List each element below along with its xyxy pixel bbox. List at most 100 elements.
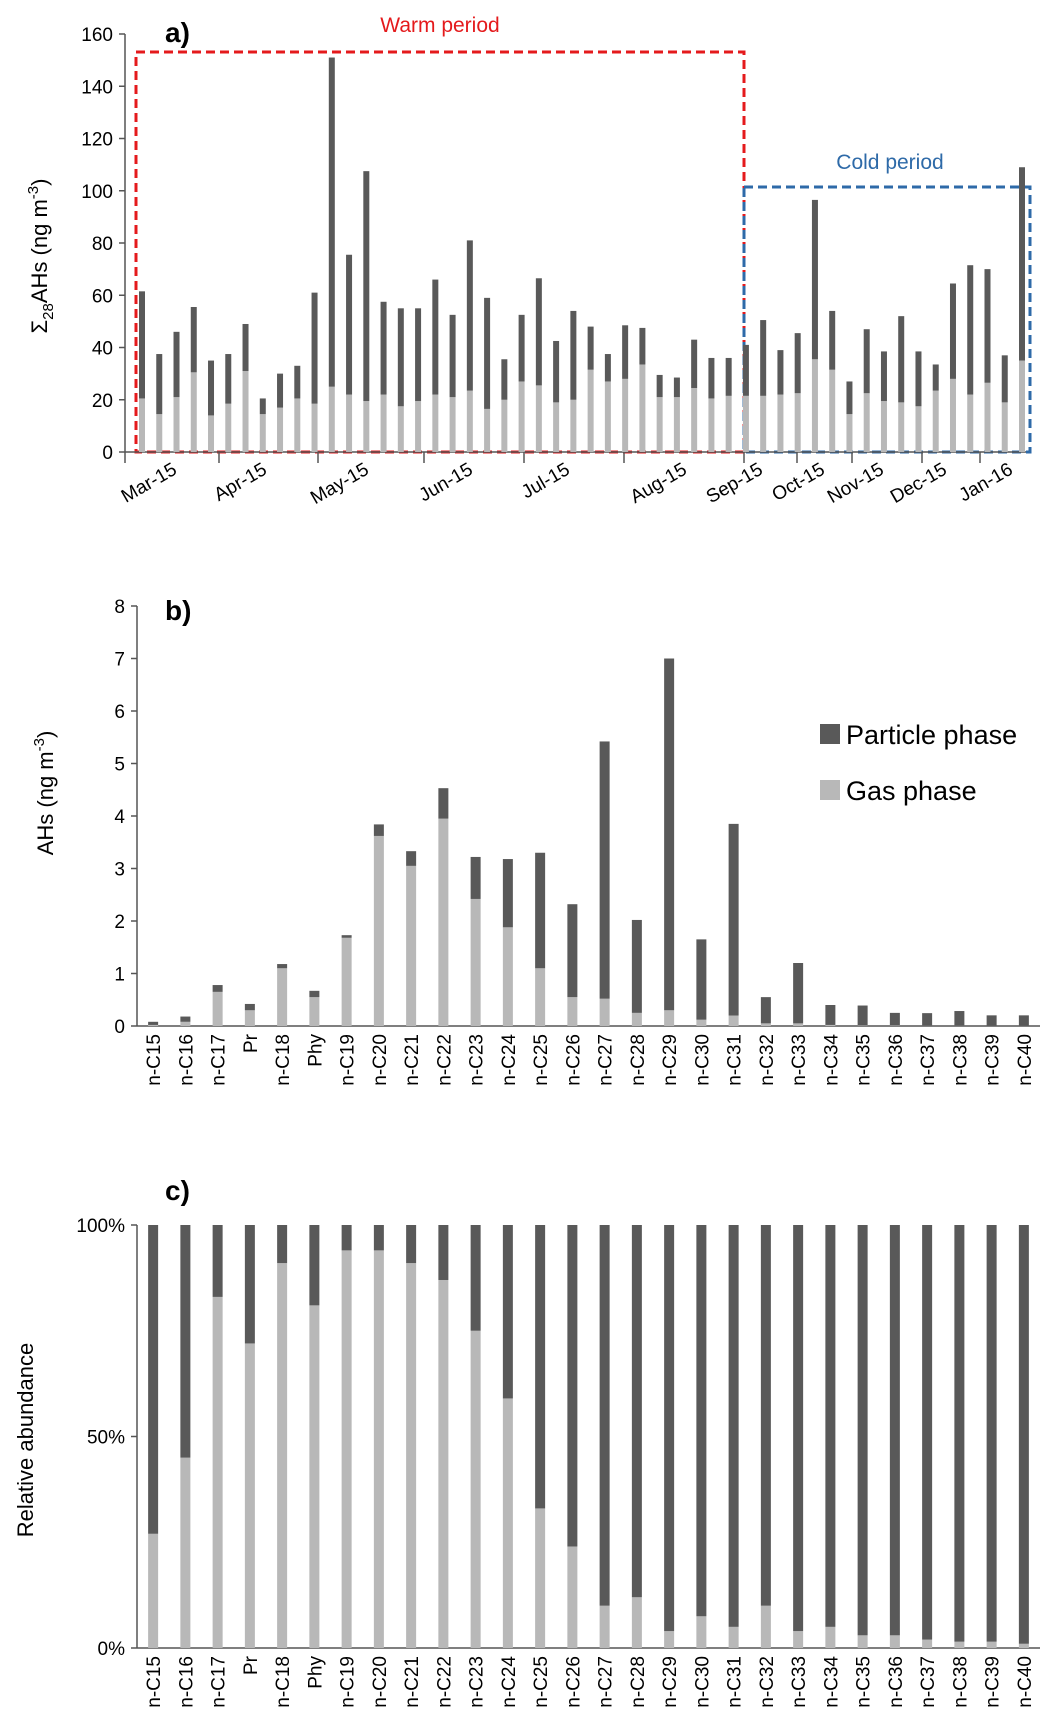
- bar-gas: [173, 397, 180, 452]
- bar-particle: [415, 308, 422, 402]
- panel-b-label: b): [165, 595, 191, 626]
- x-tick-label: n-C40: [1015, 1034, 1036, 1086]
- bar-particle: [1018, 1225, 1029, 1644]
- bar-gas: [1019, 360, 1025, 452]
- bar-particle: [328, 57, 335, 387]
- bar-gas: [190, 372, 197, 452]
- bar-gas: [889, 1635, 900, 1648]
- bar-particle: [631, 1225, 642, 1598]
- bar-gas: [139, 398, 145, 452]
- legend-gas-swatch: [820, 780, 840, 800]
- x-tick-label: n-C31: [725, 1656, 746, 1708]
- x-tick-label: n-C16: [176, 1034, 197, 1086]
- x-tick-label: n-C30: [692, 1656, 713, 1708]
- x-tick-label: n-C16: [176, 1656, 197, 1708]
- bar-gas: [631, 1012, 642, 1026]
- bar-particle: [932, 364, 939, 391]
- bar-gas: [535, 968, 546, 1026]
- bar-gas: [967, 394, 974, 452]
- x-tick-label: n-C36: [886, 1034, 907, 1086]
- bar-gas: [208, 415, 215, 452]
- bar-gas: [656, 397, 663, 452]
- x-tick-label: n-C23: [467, 1034, 488, 1086]
- bar-gas: [502, 1398, 513, 1648]
- bar-gas: [932, 390, 939, 452]
- x-tick-label: n-C15: [144, 1656, 165, 1708]
- bar-gas: [148, 1533, 159, 1648]
- x-tick-label: n-C39: [983, 1034, 1004, 1086]
- x-tick-label: n-C15: [144, 1034, 165, 1086]
- bar-particle: [518, 314, 525, 382]
- x-tick-label: n-C29: [660, 1656, 681, 1708]
- bar-gas: [880, 401, 887, 452]
- bar-gas: [406, 865, 417, 1026]
- bar-particle: [829, 310, 836, 370]
- x-tick-label: Jul-15: [518, 459, 573, 503]
- bar-gas: [212, 1296, 223, 1648]
- x-tick-label: n-C29: [660, 1034, 681, 1086]
- panel-c-label: c): [165, 1175, 190, 1206]
- bar-particle: [311, 292, 318, 404]
- x-tick-label: n-C23: [467, 1656, 488, 1708]
- panel-b-y-axis-title: AHs (ng m-3): [31, 731, 58, 856]
- bar-gas: [148, 1024, 159, 1026]
- bar-particle: [373, 824, 384, 836]
- bar-gas: [242, 371, 249, 452]
- bar-gas: [728, 1626, 739, 1648]
- x-tick-label: n-C24: [499, 1656, 520, 1708]
- x-tick-label: Dec-15: [887, 459, 951, 508]
- legend-particle-label: Particle phase: [846, 720, 1017, 750]
- bar-particle: [212, 985, 223, 992]
- bar-gas: [567, 997, 578, 1026]
- y-tick-label: 0%: [98, 1639, 126, 1660]
- bar-particle: [567, 904, 578, 998]
- bar-particle: [208, 360, 215, 416]
- x-tick-label: n-C22: [434, 1656, 455, 1708]
- bar-particle: [793, 1225, 804, 1632]
- bar-particle: [1018, 1015, 1029, 1026]
- y-tick-label: 80: [92, 234, 113, 255]
- x-tick-label: n-C37: [918, 1656, 939, 1708]
- bar-gas: [954, 1641, 965, 1648]
- bar-gas: [599, 1605, 610, 1648]
- x-tick-label: n-C18: [273, 1656, 294, 1708]
- bar-particle: [708, 357, 715, 399]
- x-tick-label: n-C28: [628, 1656, 649, 1708]
- bar-gas: [604, 381, 611, 452]
- x-tick-label: n-C31: [725, 1034, 746, 1086]
- bar-gas: [309, 1305, 320, 1648]
- bar-particle: [825, 1225, 836, 1627]
- bar-gas: [415, 401, 422, 452]
- bar-particle: [922, 1013, 933, 1026]
- cold-period-label: Cold period: [836, 151, 943, 174]
- x-tick-label: Aug-15: [627, 459, 691, 508]
- x-tick-label: n-C17: [209, 1034, 230, 1086]
- bar-particle: [760, 320, 767, 396]
- bar-particle: [190, 307, 197, 373]
- bar-gas: [553, 402, 560, 452]
- bar-gas: [449, 397, 456, 452]
- bar-particle: [696, 939, 707, 1020]
- legend-gas-label: Gas phase: [846, 776, 977, 806]
- panel-b: b) AHs (ng m-3) Particle phase Gas phase…: [31, 595, 1040, 1086]
- bar-particle: [432, 279, 439, 395]
- bar-gas: [915, 406, 922, 452]
- bar-gas: [432, 394, 439, 452]
- bar-particle: [225, 354, 232, 404]
- bar-particle: [857, 1225, 868, 1636]
- x-tick-label: n-C32: [757, 1034, 778, 1086]
- y-tick-label: 20: [92, 391, 113, 412]
- bar-particle: [277, 1225, 288, 1264]
- bar-particle: [156, 354, 163, 415]
- bar-particle: [341, 935, 352, 938]
- bar-particle: [570, 310, 577, 400]
- bar-gas: [244, 1010, 255, 1026]
- bar-particle: [915, 351, 922, 407]
- bar-gas: [728, 1015, 739, 1026]
- bar-gas: [294, 398, 301, 452]
- x-tick-label: n-C33: [789, 1656, 810, 1708]
- x-tick-label: n-C37: [918, 1034, 939, 1086]
- x-tick-label: May-15: [307, 459, 372, 509]
- bar-particle: [1019, 167, 1025, 361]
